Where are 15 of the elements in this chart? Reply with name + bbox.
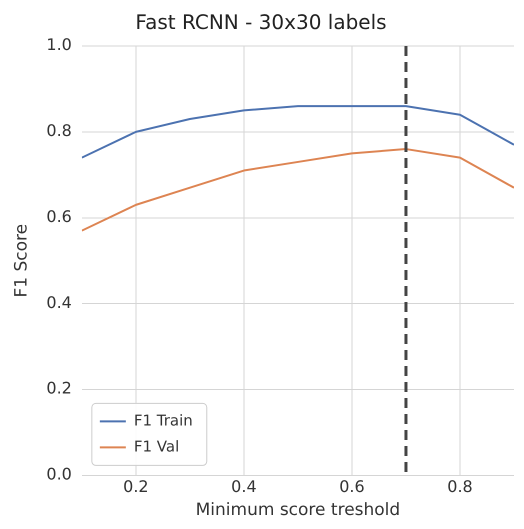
legend-label: F1 Train	[134, 411, 193, 430]
y-tick-label: 0.4	[46, 292, 72, 312]
chart-title: Fast RCNN - 30x30 labels	[135, 10, 387, 34]
y-tick-label: 0.0	[46, 464, 72, 484]
y-tick-label: 1.0	[46, 35, 72, 54]
y-tick-label: 0.2	[46, 378, 72, 398]
y-tick-label: 0.8	[46, 121, 72, 140]
y-axis-title: F1 Score	[12, 224, 32, 298]
x-tick-label: 0.2	[123, 477, 149, 496]
x-tick-label: 0.8	[447, 477, 473, 496]
x-tick-label: 0.6	[339, 477, 365, 496]
y-tick-label: 0.6	[46, 206, 72, 226]
legend-label: F1 Val	[134, 437, 180, 456]
x-tick-label: 0.4	[231, 477, 257, 496]
x-axis-title: Minimum score treshold	[196, 500, 400, 520]
